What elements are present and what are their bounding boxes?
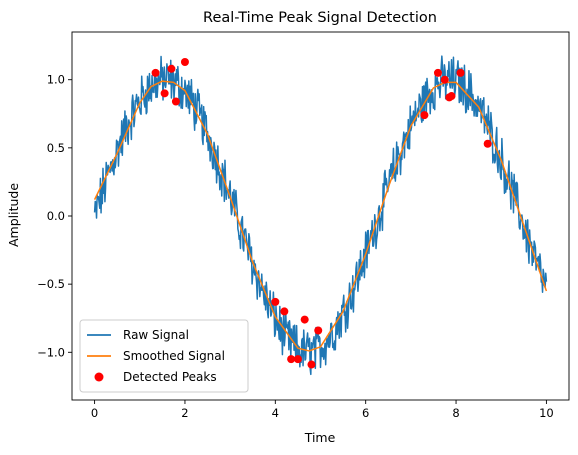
legend-label: Detected Peaks (123, 370, 217, 384)
peak-point (456, 68, 465, 77)
peak-point (293, 355, 302, 364)
peak-point (160, 89, 169, 98)
x-tick-label: 6 (362, 406, 369, 420)
peak-point (447, 92, 456, 101)
x-tick-label: 2 (181, 406, 188, 420)
peak-point (280, 307, 289, 316)
y-tick-label: 0.5 (47, 141, 65, 155)
y-axis-label: Amplitude (6, 183, 21, 247)
x-tick-label: 4 (272, 406, 279, 420)
legend-label: Smoothed Signal (123, 349, 225, 363)
y-tick-label: −0.5 (37, 277, 65, 291)
chart-title: Real-Time Peak Signal Detection (203, 10, 437, 26)
peak-point (171, 97, 180, 106)
x-tick-label: 8 (452, 406, 459, 420)
peak-point (300, 315, 309, 324)
y-tick-label: 0.0 (47, 209, 65, 223)
peak-point (420, 111, 429, 120)
peak-point (433, 68, 442, 77)
peak-point (483, 139, 492, 148)
x-axis-label: Time (304, 430, 336, 445)
legend-label: Raw Signal (123, 328, 189, 342)
legend: Raw Signal Smoothed Signal Detected Peaks (79, 319, 249, 393)
peak-point (151, 68, 160, 77)
x-tick-label: 10 (539, 406, 554, 420)
peak-point (180, 57, 189, 66)
peak-point (167, 64, 176, 73)
peak-point (440, 75, 449, 84)
axes: 0 2 4 6 8 10 −1.0 −0.5 0.0 0.5 1.0 (37, 31, 570, 420)
legend-marker (94, 372, 104, 382)
smoothed-signal-line (93, 80, 548, 352)
y-tick-label: −1.0 (37, 345, 65, 359)
peak-point (307, 360, 316, 369)
peak-point (314, 326, 323, 335)
legend-box (79, 319, 249, 393)
x-tick-label: 0 (91, 406, 98, 420)
raw-signal-line (93, 55, 548, 376)
y-tick-label: 1.0 (47, 73, 65, 87)
peak-point (287, 355, 296, 364)
plot-area (93, 55, 548, 376)
peak-point (271, 297, 280, 306)
